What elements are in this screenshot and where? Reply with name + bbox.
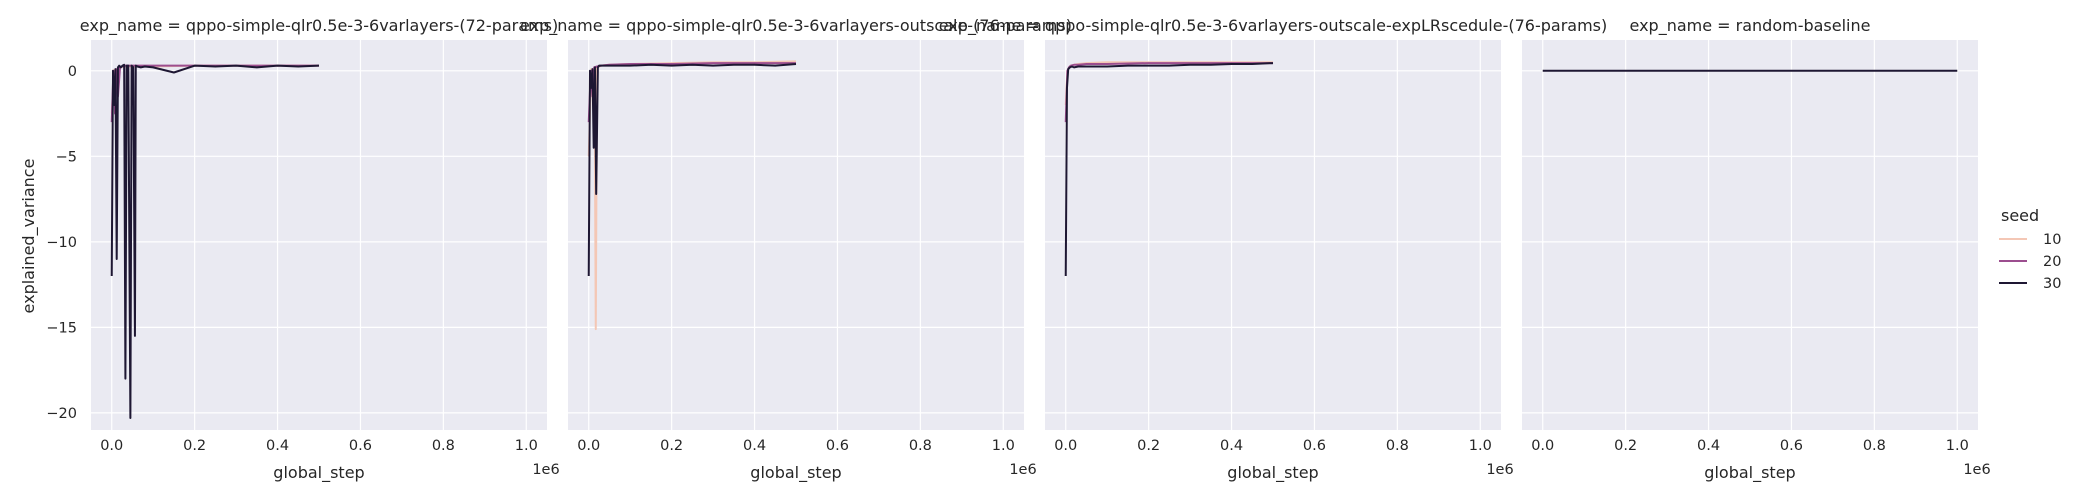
facet-panel-3: 0.0 0.2 0.4 0.6 0.8 1.0 global_step 1e6 exp_name…	[939, 16, 1607, 483]
x-tick-label: 0.0	[1054, 438, 1077, 454]
x-tick-label: 0.4	[743, 438, 766, 454]
x-offset-label: 1e6	[1963, 462, 1990, 478]
facet-title: exp_name = random-baseline	[1630, 16, 1871, 36]
facet-panel-4: 0.0 0.2 0.4 0.6 0.8 1.0 global_step 1e6 exp_name…	[1522, 16, 1991, 483]
y-tick-label: 0	[68, 64, 77, 80]
x-tick-label: 0.6	[1303, 438, 1326, 454]
legend-label-seed-10: 10	[2043, 232, 2061, 248]
series-group	[587, 60, 797, 331]
x-offset-label: 1e6	[532, 462, 559, 478]
x-tick-label: 0.6	[826, 438, 849, 454]
facet-panels: 0.0 0.2 0.4 0.6 0.8 1.0 0 −5 −10 −15 −20 global_ste…	[46, 16, 1990, 483]
facet-panel-1: 0.0 0.2 0.4 0.6 0.8 1.0 0 −5 −10 −15 −20 global_ste…	[46, 16, 559, 483]
plot-area	[568, 40, 1024, 430]
x-tick-label: 0.4	[266, 438, 289, 454]
y-tick-label: −20	[46, 406, 77, 422]
x-tick-label: 0.8	[1863, 438, 1886, 454]
y-tick-label: −5	[56, 149, 77, 165]
plot-area	[91, 40, 547, 430]
series-line-seed-30	[110, 63, 320, 420]
facet-title: exp_name = qppo-simple-qlr0.5e-3-6varlay…	[520, 16, 1072, 36]
x-tick-label: 0.2	[1614, 438, 1637, 454]
x-tick-label: 0.4	[1697, 438, 1720, 454]
y-tick-label: −10	[46, 235, 77, 251]
x-offset-label: 1e6	[1486, 462, 1513, 478]
x-tick-label: 0.2	[183, 438, 206, 454]
x-tick-label: 1.0	[1469, 438, 1492, 454]
x-axis-label: global_step	[273, 463, 364, 483]
x-tick-label: 0.0	[1531, 438, 1554, 454]
x-tick-label: 1.0	[515, 438, 538, 454]
series-line-seed-30	[587, 62, 797, 277]
facet-title: exp_name = qppo-simple-qlr0.5e-3-6varlay…	[939, 16, 1607, 36]
plot-area	[1045, 40, 1501, 430]
legend-entries: 10 20 30	[1999, 232, 2061, 292]
x-tick-label: 0.0	[100, 438, 123, 454]
plot-area	[1522, 40, 1978, 430]
x-axis-label: global_step	[1704, 463, 1795, 483]
x-axis-label: global_step	[1227, 463, 1318, 483]
legend-title: seed	[2001, 206, 2039, 225]
x-tick-label: 0.4	[1220, 438, 1243, 454]
x-tick-label: 0.8	[1386, 438, 1409, 454]
facet-title: exp_name = qppo-simple-qlr0.5e-3-6varlay…	[80, 16, 558, 36]
series-line-seed-30	[1064, 62, 1274, 277]
x-axis-label: global_step	[750, 463, 841, 483]
legend-label-seed-30: 30	[2043, 276, 2061, 292]
x-tick-label: 0.8	[909, 438, 932, 454]
series-group	[110, 63, 320, 420]
x-tick-label: 0.6	[1780, 438, 1803, 454]
x-offset-label: 1e6	[1009, 462, 1036, 478]
facet-panel-2: 0.0 0.2 0.4 0.6 0.8 1.0 global_step 1e6 exp_name…	[520, 16, 1072, 483]
y-tick-label: −15	[46, 320, 77, 336]
x-tick-label: 1.0	[1946, 438, 1969, 454]
x-tick-label: 0.2	[660, 438, 683, 454]
x-tick-label: 0.0	[577, 438, 600, 454]
series-group	[1064, 61, 1274, 277]
x-tick-label: 0.2	[1137, 438, 1160, 454]
y-axis-label: explained_variance	[19, 159, 39, 314]
x-tick-label: 0.6	[349, 438, 372, 454]
legend-label-seed-20: 20	[2043, 254, 2061, 270]
legend: seed 10 20 30	[1999, 206, 2061, 292]
x-tick-label: 0.8	[432, 438, 455, 454]
x-tick-label: 1.0	[992, 438, 1015, 454]
